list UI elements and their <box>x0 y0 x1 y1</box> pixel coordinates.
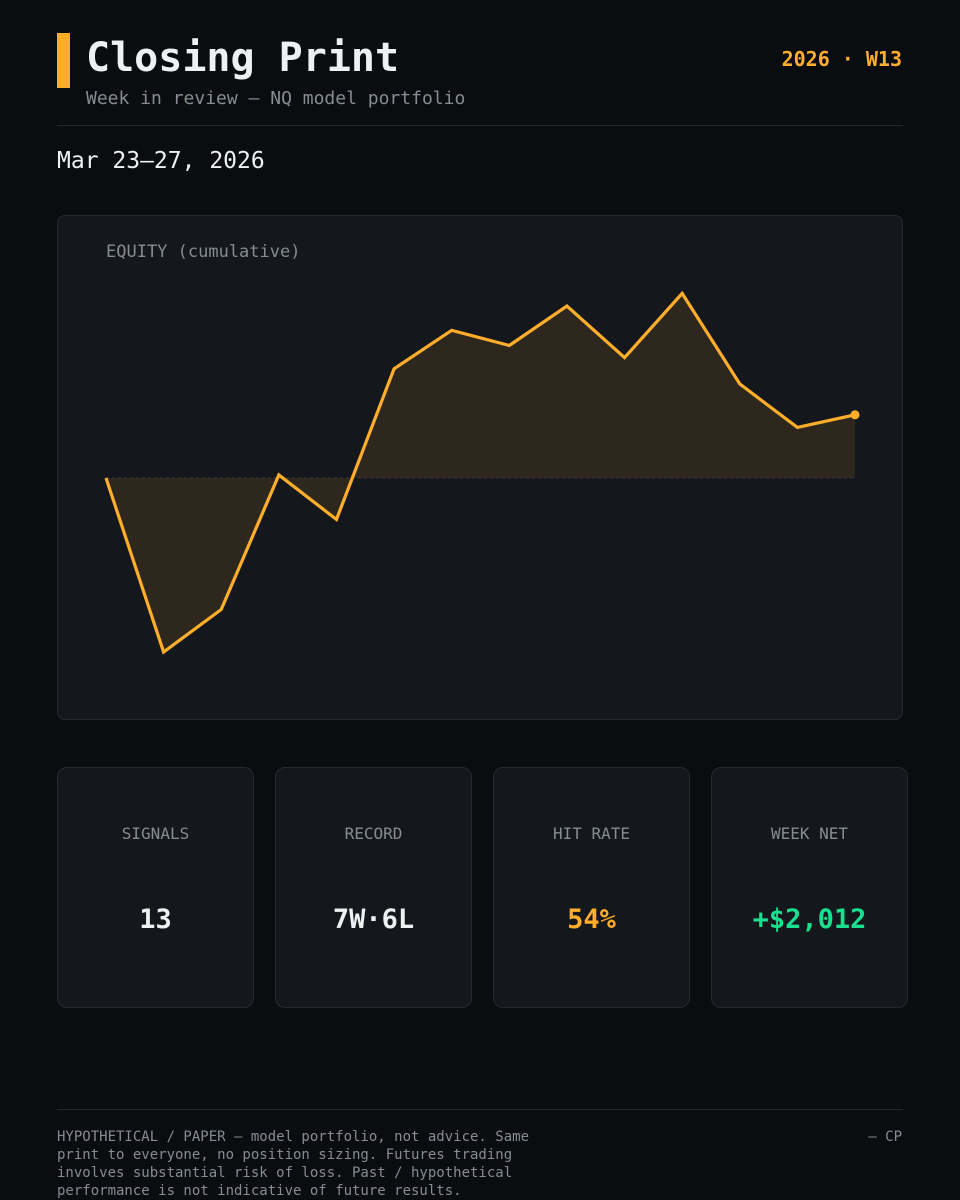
stat-card-week-net: WEEK NET +$2,012 <box>711 767 908 1008</box>
equity-line <box>104 290 856 655</box>
equity-chart <box>104 290 860 655</box>
page-title: Closing Print <box>86 35 400 81</box>
page-subtitle: Week in review — NQ model portfolio <box>86 88 466 109</box>
equity-area-fill <box>106 293 855 652</box>
stat-label: WEEK NET <box>770 824 849 843</box>
date-range: Mar 23–27, 2026 <box>57 148 265 174</box>
title-accent-bar <box>57 33 70 88</box>
signature: — CP <box>868 1129 902 1145</box>
equity-chart-panel: EQUITY (cumulative) <box>57 215 903 720</box>
week-tag: 2026 · W13 <box>781 47 902 71</box>
stat-card-hit-rate: HIT RATE 54% <box>493 767 690 1008</box>
stat-card-signals: SIGNALS 13 <box>57 767 254 1008</box>
equity-endpoint <box>850 410 860 420</box>
footer-divider <box>57 1109 903 1110</box>
stat-label: RECORD <box>344 824 403 843</box>
stat-value: 13 <box>139 904 172 935</box>
disclaimer-text: HYPOTHETICAL / PAPER — model portfolio, … <box>57 1129 530 1199</box>
stat-label: SIGNALS <box>121 824 190 843</box>
stat-card-record: RECORD 7W·6L <box>275 767 472 1008</box>
stats-row: SIGNALS 13 RECORD 7W·6L HIT RATE 54% WEE… <box>57 767 909 1008</box>
chart-title: EQUITY (cumulative) <box>106 242 301 262</box>
stat-label: HIT RATE <box>552 824 631 843</box>
stat-value: 7W·6L <box>332 904 415 935</box>
stat-value: +$2,012 <box>752 904 867 935</box>
stat-value: 54% <box>567 904 616 935</box>
header-divider <box>57 125 903 126</box>
